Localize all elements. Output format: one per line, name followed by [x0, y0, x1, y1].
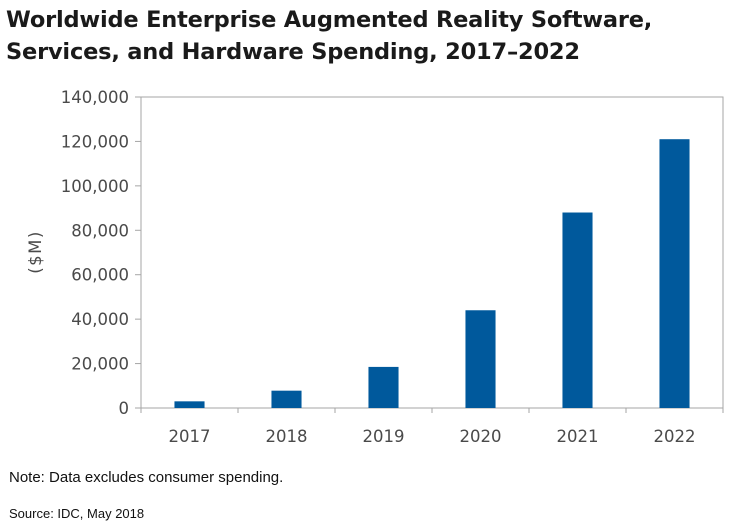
y-tick-label: 20,000 [71, 355, 129, 374]
x-tick-label: 2022 [654, 427, 696, 446]
y-tick-label: 60,000 [71, 266, 129, 285]
plot-area-frame [140, 96, 724, 409]
y-tick-label: 140,000 [61, 88, 129, 107]
note-text: Note: Data excludes consumer spending. [9, 469, 284, 486]
y-tick-label: 120,000 [61, 132, 129, 151]
bar-2017 [174, 401, 205, 408]
bar-2020 [465, 310, 496, 408]
x-axis: 2017 2018 2019 2020 2021 2022 [140, 408, 724, 446]
y-axis-label: ($M) [26, 230, 45, 274]
bar-2018 [271, 390, 302, 408]
x-tick-label: 2019 [363, 427, 405, 446]
bar-2021 [562, 212, 593, 408]
x-tick-label: 2020 [460, 427, 502, 446]
bar-2022 [659, 139, 690, 408]
x-tick-label: 2021 [557, 427, 599, 446]
bar-2019 [368, 366, 399, 408]
y-tick-label: 100,000 [61, 177, 129, 196]
y-tick-label: 80,000 [71, 221, 129, 240]
bars-group [174, 139, 690, 408]
y-axis: 0 20,000 40,000 60,000 80,000 100,000 120,000 1… [61, 88, 141, 418]
x-tick-label: 2018 [266, 427, 308, 446]
source-text: Source: IDC, May 2018 [9, 506, 145, 521]
chart-title: Worldwide Enterprise Augmented Reality S… [6, 7, 653, 65]
x-tick-label: 2017 [169, 427, 211, 446]
y-tick-label: 40,000 [71, 310, 129, 329]
y-tick-label: 0 [119, 399, 130, 418]
